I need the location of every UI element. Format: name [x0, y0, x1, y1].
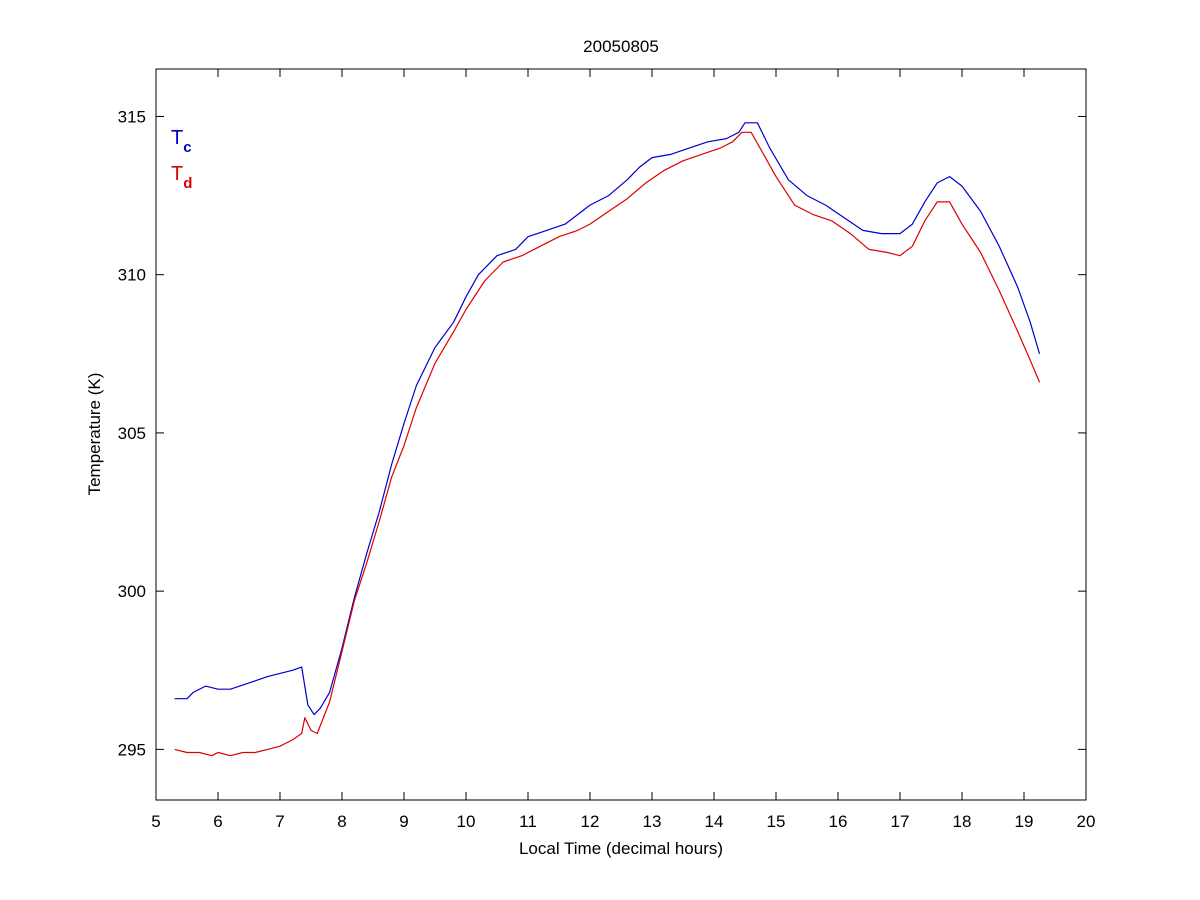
chart-title: 20050805 [583, 37, 659, 56]
x-tick-label: 9 [399, 812, 408, 831]
y-tick-label: 305 [118, 424, 146, 443]
y-tick-label: 310 [118, 266, 146, 285]
x-tick-label: 12 [581, 812, 600, 831]
legend-label-subscript: d [183, 175, 192, 192]
legend-label-main: T [171, 127, 183, 149]
legend-label-subscript: c [183, 139, 191, 156]
plot-area: 5 6 7 8 9 10 11 12 13 14 15 16 17 18 19 20 295 300 305 310 3… [118, 68, 1096, 831]
legend-label-main: T [171, 163, 183, 185]
axes-frame [155, 68, 1087, 801]
x-tick-label: 14 [705, 812, 724, 831]
y-tick-label: 295 [118, 740, 146, 759]
y-axis-label: Temperature (K) [85, 373, 104, 496]
x-tick-label: 16 [829, 812, 848, 831]
series-line-tc [174, 122, 1041, 716]
x-tick-label: 6 [213, 812, 222, 831]
legend-item-tc: Tc [171, 127, 192, 156]
x-tick-label: 13 [643, 812, 662, 831]
x-tick-label: 8 [337, 812, 346, 831]
x-tick-label: 11 [519, 812, 537, 831]
y-tick-label: 300 [118, 582, 146, 601]
plot-background [156, 69, 1086, 800]
x-tick-label: 19 [1015, 812, 1034, 831]
x-tick-label: 5 [151, 812, 160, 831]
x-tick-label: 20 [1077, 812, 1096, 831]
x-tick-label: 17 [891, 812, 910, 831]
y-tick-label: 315 [118, 107, 146, 126]
x-tick-label: 18 [953, 812, 972, 831]
x-tick-label: 15 [767, 812, 786, 831]
x-axis-label: Local Time (decimal hours) [519, 839, 723, 858]
series-line-td [174, 131, 1041, 757]
x-tick-label: 7 [275, 812, 284, 831]
x-tick-label: 10 [457, 812, 476, 831]
legend-item-td: Td [171, 163, 192, 192]
